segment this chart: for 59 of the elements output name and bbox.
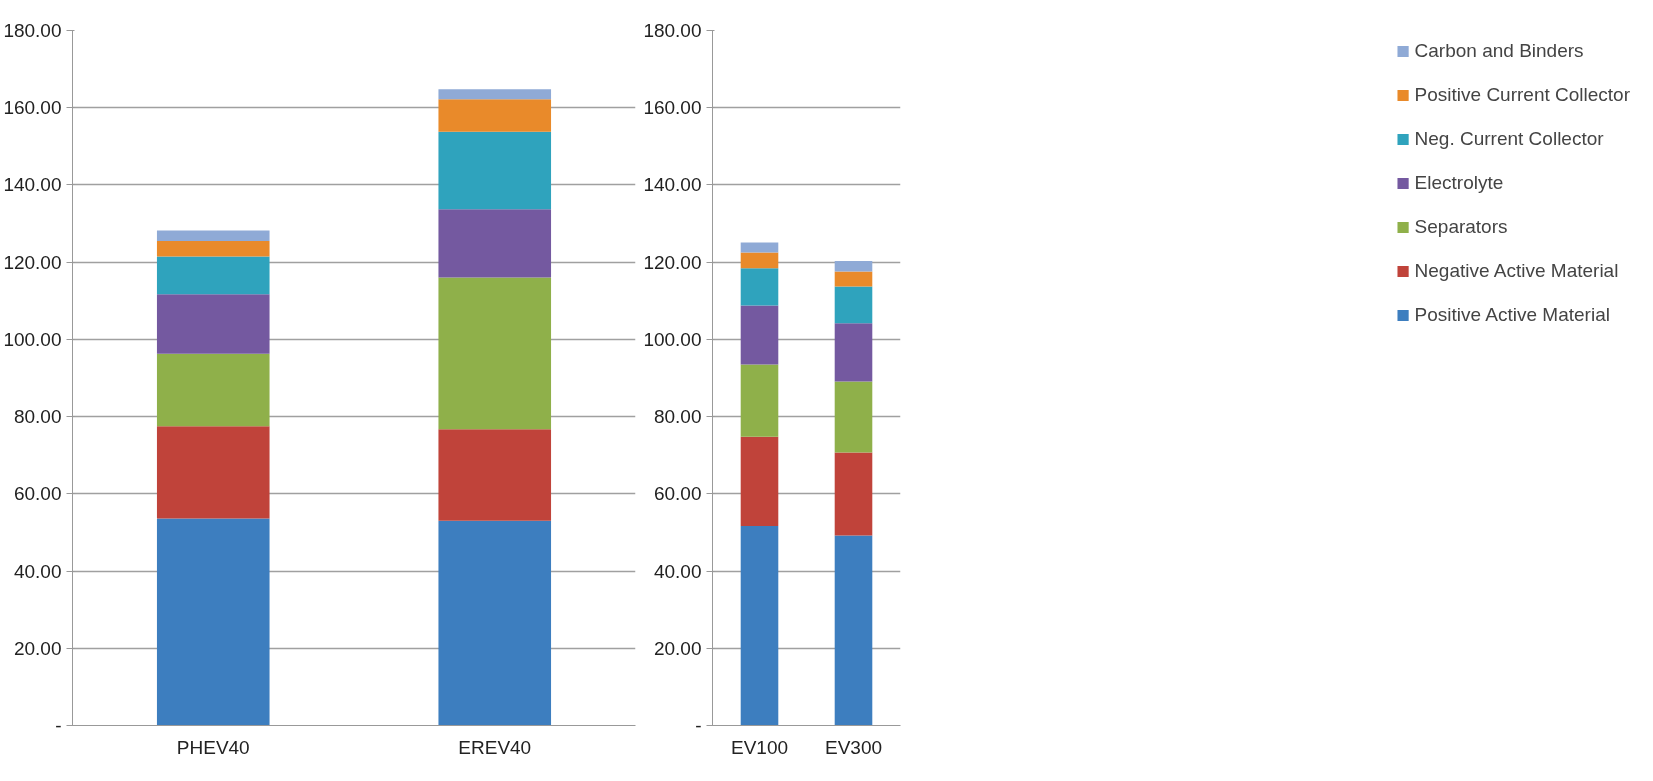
y-tick-label: 40.00: [653, 560, 702, 582]
bar: [834, 261, 873, 272]
bar: [740, 436, 779, 526]
y-tick-label: -: [695, 715, 702, 736]
y-tick-label: 100.00: [3, 328, 62, 350]
bar: [156, 426, 270, 519]
y-tick-label: 80.00: [13, 406, 62, 428]
bar: [156, 353, 270, 427]
y-tick-label: 140.00: [3, 174, 62, 196]
bar: [156, 518, 270, 726]
bar: [438, 89, 552, 100]
y-tick-label: 160.00: [643, 97, 702, 119]
bar: [438, 209, 552, 278]
legend-label: Positive Active Material: [1414, 304, 1610, 326]
x-tick-label: EV100: [730, 736, 789, 758]
bar: [834, 452, 873, 536]
bar: [834, 271, 873, 287]
legend-label: Carbon and Binders: [1414, 40, 1584, 62]
legend-label: Neg. Current Collector: [1414, 128, 1604, 150]
bar: [740, 268, 779, 306]
bar: [834, 323, 873, 382]
y-tick-label: 160.00: [3, 97, 62, 119]
legend-label: Electrolyte: [1414, 172, 1504, 194]
y-tick-label: 140.00: [643, 174, 702, 196]
bar: [156, 294, 270, 354]
bar: [438, 99, 552, 132]
bar: [740, 525, 779, 726]
bar: [740, 252, 779, 269]
y-tick-label: 20.00: [13, 637, 62, 659]
bar: [156, 230, 270, 241]
bar: [156, 256, 270, 295]
legend-label: Separators: [1414, 216, 1508, 238]
bar: [740, 364, 779, 437]
bar: [834, 286, 873, 324]
bar: [740, 305, 779, 365]
bar: [438, 131, 552, 210]
y-tick-label: 80.00: [653, 406, 702, 428]
x-tick-label: EV300: [824, 736, 883, 758]
legend-label: Negative Active Material: [1414, 260, 1619, 282]
bar: [438, 277, 552, 430]
bar: [740, 242, 779, 253]
x-tick-label: EREV40: [458, 736, 532, 758]
y-tick-label: 100.00: [643, 328, 702, 350]
y-tick-label: 60.00: [13, 483, 62, 505]
bar: [834, 381, 873, 453]
y-tick-label: 120.00: [643, 251, 702, 273]
bar: [156, 240, 270, 257]
y-tick-label: 20.00: [653, 637, 702, 659]
y-tick-label: 180.00: [643, 20, 702, 41]
y-tick-label: 60.00: [653, 483, 702, 505]
y-tick-label: 180.00: [3, 20, 62, 41]
y-tick-label: -: [55, 715, 62, 736]
x-tick-label: PHEV40: [176, 736, 250, 758]
y-tick-label: 120.00: [3, 251, 62, 273]
bar: [438, 429, 552, 521]
y-tick-label: 40.00: [13, 560, 62, 582]
bar: [834, 535, 873, 726]
bar: [438, 520, 552, 726]
legend-label: Positive Current Collector: [1414, 84, 1630, 106]
